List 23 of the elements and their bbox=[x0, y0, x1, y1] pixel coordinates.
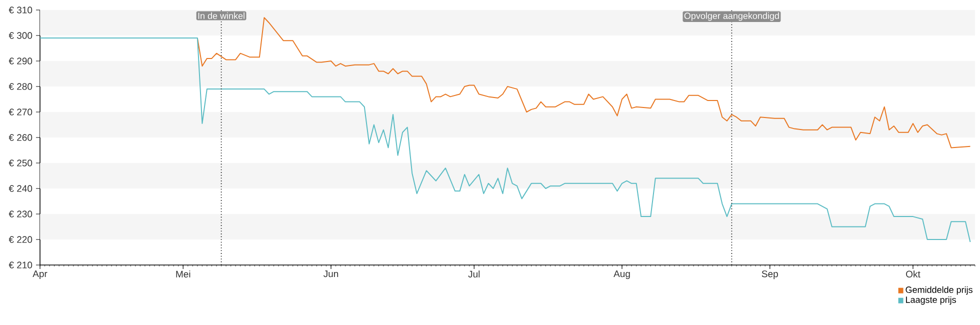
x-tick-label: Aug bbox=[614, 270, 630, 280]
y-tick-label: € 300 bbox=[8, 32, 32, 39]
y-tick-label: € 260 bbox=[8, 134, 32, 141]
x-tick-label: Apr bbox=[32, 270, 48, 280]
y-tick-label: € 230 bbox=[8, 210, 32, 218]
y-tick-label: € 240 bbox=[8, 185, 32, 192]
y-tick-label: € 270 bbox=[8, 108, 32, 116]
y-tick-label: € 290 bbox=[8, 58, 32, 64]
y-tick-label: € 210 bbox=[8, 262, 32, 268]
x-tick-label: Sep bbox=[762, 270, 778, 280]
x-tick-label: Jul bbox=[468, 270, 480, 278]
y-tick-label: € 220 bbox=[8, 236, 32, 243]
ref-line-label: In de winkel bbox=[198, 12, 244, 20]
y-tick-label: € 250 bbox=[8, 160, 32, 166]
y-tick-label: € 280 bbox=[8, 83, 32, 90]
x-tick-label: Mei bbox=[176, 270, 190, 278]
x-tick-label: Jun bbox=[324, 270, 338, 278]
legend-label: Laagste prijs bbox=[906, 296, 956, 305]
ref-line-label: Opvolger aangekondigd bbox=[684, 12, 779, 21]
legend-label: Gemiddelde prijs bbox=[906, 286, 972, 295]
line-series bbox=[40, 38, 971, 243]
x-tick-label: Okt bbox=[906, 270, 920, 278]
y-tick-label: € 310 bbox=[8, 6, 32, 14]
